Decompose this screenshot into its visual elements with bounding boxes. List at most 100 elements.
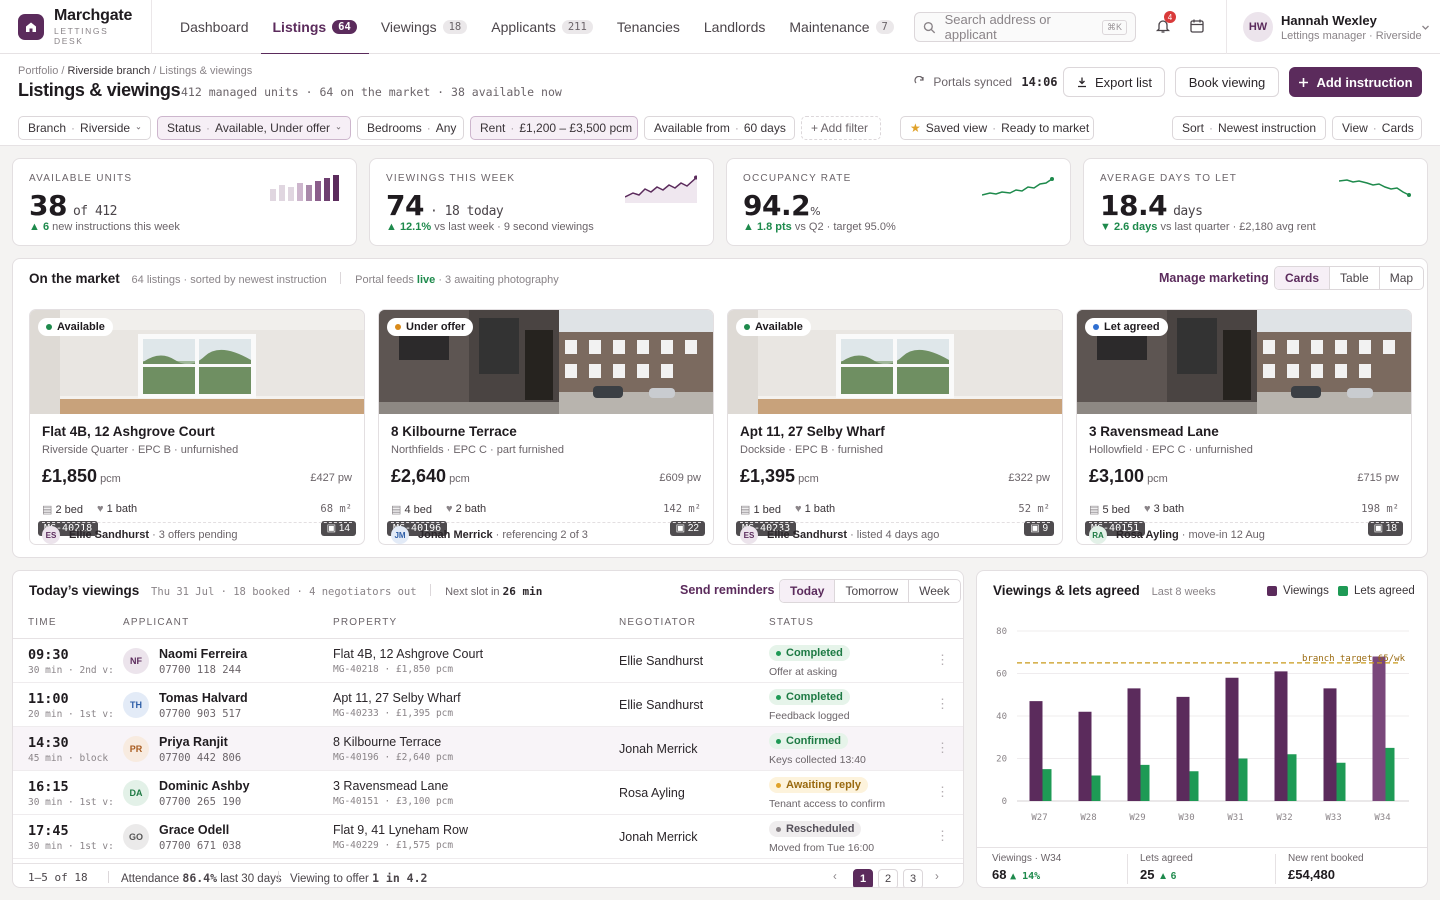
kpi-available-units[interactable]: AVAILABLE UNITS 38 of 412 ▲ 6 new instruc…	[12, 158, 357, 246]
status-dot	[395, 324, 401, 330]
view-select[interactable]: View · Cards	[1332, 116, 1422, 140]
property-name[interactable]: 3 Ravensmead Lane	[333, 779, 449, 793]
breadcrumb-portfolio[interactable]: Portfolio	[18, 65, 59, 77]
applicant-name[interactable]: Priya Ranjit	[159, 735, 228, 749]
status-dot	[776, 650, 781, 656]
add-filter-button[interactable]: + Add filter	[801, 116, 881, 140]
more-options-icon[interactable]: ⋮	[936, 696, 949, 711]
page-2[interactable]: 2	[878, 869, 898, 887]
export-label: Export list	[1094, 74, 1153, 90]
prev-page-icon[interactable]: ‹	[833, 871, 837, 883]
col-property[interactable]: PROPERTY	[333, 617, 398, 628]
filter-status[interactable]: Status · Available, Under offer	[157, 116, 351, 140]
filter-value: Available, Under offer	[215, 121, 330, 135]
table-row[interactable]: 17:45 30 min · 1st v: GO Grace Odell 07700 6…	[13, 815, 963, 859]
bath-icon: ♥	[97, 503, 104, 515]
saved-view[interactable]: ★ Saved view · Ready to market	[900, 116, 1094, 140]
col-time[interactable]: TIME	[28, 617, 57, 628]
kpi-note: new instructions this week	[52, 221, 180, 233]
tab-dashboard[interactable]: Dashboard	[168, 0, 261, 54]
listing-card[interactable]: Under offer MG-40196 ▣ 22 8 Kilbourne Terra…	[378, 309, 714, 545]
applicant-name[interactable]: Naomi Ferreira	[159, 647, 248, 661]
bar-lets-agreed	[1091, 775, 1101, 801]
kpi-note: vs Q2 · target 95.0%	[794, 221, 896, 233]
listing-subtitle: Riverside Quarter · EPC B · unfurnished	[42, 444, 239, 456]
listing-card[interactable]: Let agreed MG-40151 ▣ 18 3 Ravensmead Lane H…	[1076, 309, 1412, 545]
filter-available-from[interactable]: Available from · 60 days	[644, 116, 795, 140]
status-text: Awaiting reply	[786, 779, 861, 791]
sort-select[interactable]: Sort · Newest instruction	[1172, 116, 1326, 140]
status-note: Tenant access to confirm	[769, 798, 886, 810]
brand[interactable]: Marchgate LETTINGS DESK	[0, 0, 152, 54]
applicant-name[interactable]: Grace Odell	[159, 823, 230, 837]
tab-tenancies[interactable]: Tenancies	[605, 0, 692, 54]
applicant-name[interactable]: Tomas Halvard	[159, 691, 248, 705]
more-options-icon[interactable]: ⋮	[936, 828, 949, 843]
kpi-delta: ▲ 1.8 pts	[743, 221, 792, 233]
kpi-note: vs last week · 9 second viewings	[434, 221, 594, 233]
range-tomorrow[interactable]: Tomorrow	[835, 580, 910, 602]
tab-viewings[interactable]: Viewings 18	[369, 0, 479, 54]
next-page-icon[interactable]: ›	[935, 871, 939, 883]
tab-landlords[interactable]: Landlords	[692, 0, 778, 54]
more-options-icon[interactable]: ⋮	[936, 784, 949, 799]
filter-branch[interactable]: Branch · Riverside	[18, 116, 151, 140]
property-name[interactable]: Apt 11, 27 Selby Wharf	[333, 691, 461, 705]
bell-icon	[1155, 20, 1171, 33]
kpi-occupancy[interactable]: OCCUPANCY RATE 94.2% ▲ 1.8 pts vs Q2 · t…	[726, 158, 1071, 246]
table-row[interactable]: 11:00 20 min · 1st v: TH Tomas Halvard 07700…	[13, 683, 963, 727]
filter-bedrooms[interactable]: Bedrooms · Any	[357, 116, 464, 140]
calendar-button[interactable]	[1186, 15, 1208, 37]
view-table[interactable]: Table	[1330, 267, 1380, 289]
page-1[interactable]: 1	[853, 869, 873, 887]
kpi-viewings-week[interactable]: VIEWINGS THIS WEEK 74 · 18 today ▲ 12.1% …	[369, 158, 714, 246]
bar-viewings	[1323, 688, 1337, 801]
applicant-phone: 07700 442 806	[159, 752, 242, 764]
viewing-time: 16:15	[28, 779, 69, 795]
tab-maintenance[interactable]: Maintenance 7	[777, 0, 906, 54]
status-badge: Rescheduled	[769, 821, 862, 837]
range-week[interactable]: Week	[919, 584, 950, 598]
property-name[interactable]: Flat 9, 41 Lyneham Row	[333, 823, 469, 837]
send-reminders-link[interactable]: Send reminders	[680, 583, 775, 597]
listing-card[interactable]: Available MG-40218 ▣ 14 Flat 4B, 12 Ashgrov…	[29, 309, 365, 545]
table-row[interactable]: 09:30 30 min · 2nd v: NF Naomi Ferreira 0770…	[13, 639, 963, 683]
page-3[interactable]: 3	[903, 869, 923, 887]
filter-rent[interactable]: Rent · £1,200 – £3,500 pcm	[470, 116, 638, 140]
view-cards[interactable]: Cards	[1275, 267, 1331, 289]
search-input[interactable]: Search address or applicant ⌘K	[914, 12, 1136, 42]
table-row[interactable]: 16:15 30 min · 1st v: DA Dominic Ashby 07700…	[13, 771, 963, 815]
add-instruction-button[interactable]: Add instruction	[1289, 67, 1422, 97]
kpi-days-to-let[interactable]: AVERAGE DAYS TO LET 18.4 days ▼ 2.6 days …	[1083, 158, 1428, 246]
breadcrumb-branch[interactable]: Riverside branch	[67, 65, 151, 77]
col-status[interactable]: STATUS	[769, 617, 815, 628]
status-dot	[1093, 324, 1099, 330]
table-row[interactable]: 14:30 45 min · block PR Priya Ranjit 07700 4…	[13, 727, 963, 771]
manage-marketing-link[interactable]: Manage marketing	[1159, 271, 1269, 285]
col-negotiator[interactable]: NEGOTIATOR	[619, 617, 697, 628]
viewings-meta: Thu 31 Jul · 18 booked · 4 negotiators o…	[151, 586, 417, 598]
range-today[interactable]: Today	[780, 580, 836, 602]
user-menu[interactable]: HW Hannah Wexley Lettings manager · Rive…	[1226, 0, 1440, 54]
property-name[interactable]: Flat 4B, 12 Ashgrove Court	[333, 647, 484, 661]
tab-count-badge: 18	[442, 19, 468, 34]
book-viewing-button[interactable]: Book viewing	[1175, 67, 1279, 97]
more-options-icon[interactable]: ⋮	[936, 652, 949, 667]
view-map[interactable]: Map	[1389, 271, 1414, 285]
listing-card[interactable]: Available MG-40233 ▣ 9 Apt 11, 27 Selby Wha…	[727, 309, 1063, 545]
sync-time: 14:06	[1021, 75, 1058, 89]
negotiator-name: Rosa Ayling	[619, 786, 685, 800]
notifications-button[interactable]: 4	[1152, 11, 1176, 37]
kpi-unit: days	[1173, 204, 1203, 219]
col-applicant[interactable]: APPLICANT	[123, 617, 190, 628]
legend-viewings: Viewings	[1267, 585, 1329, 597]
property-name[interactable]: 8 Kilbourne Terrace	[333, 735, 442, 749]
more-options-icon[interactable]: ⋮	[936, 740, 949, 755]
tab-listings[interactable]: Listings 64	[260, 0, 370, 55]
export-list-button[interactable]: Export list	[1063, 67, 1165, 97]
applicant-name[interactable]: Dominic Ashby	[159, 779, 250, 793]
kpi-value: 94.2%	[743, 189, 821, 222]
listing-subtitle: Hollowfield · EPC C · unfurnished	[1089, 444, 1253, 456]
y-tick-label: 40	[996, 712, 1007, 722]
tab-applicants[interactable]: Applicants 211	[479, 0, 605, 54]
